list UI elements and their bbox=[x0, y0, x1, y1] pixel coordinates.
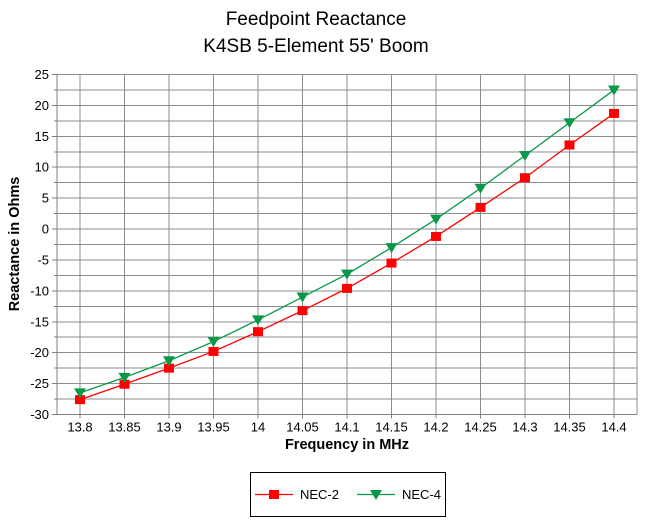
legend-triangle-down-marker-icon bbox=[357, 490, 395, 500]
marker-nec-2 bbox=[520, 173, 530, 183]
legend: NEC-2 NEC-4 bbox=[250, 472, 446, 517]
marker-nec-4 bbox=[608, 85, 620, 96]
chart-title-block: Feedpoint Reactance K4SB 5-Element 55' B… bbox=[0, 6, 632, 60]
marker-nec-2 bbox=[75, 395, 85, 405]
marker-nec-4 bbox=[385, 243, 398, 254]
x-tick-label: 14.1 bbox=[334, 420, 359, 435]
y-tick-label: 0 bbox=[42, 222, 49, 237]
y-tick-label: 20 bbox=[35, 98, 49, 113]
chart-subtitle: K4SB 5-Element 55' Boom bbox=[203, 36, 429, 57]
x-axis-title: Frequency in MHz bbox=[284, 437, 410, 453]
y-tick-label: 5 bbox=[42, 191, 49, 206]
x-tick-label: 14 bbox=[251, 420, 265, 435]
marker-nec-4 bbox=[430, 214, 442, 225]
y-tick-label: -5 bbox=[37, 252, 49, 267]
legend-square-marker-icon bbox=[254, 490, 293, 499]
y-tick-label: -15 bbox=[30, 314, 49, 329]
marker-nec-4 bbox=[341, 269, 353, 280]
marker-nec-4 bbox=[519, 150, 531, 161]
marker-nec-2 bbox=[119, 379, 130, 389]
marker-nec-2 bbox=[253, 327, 263, 337]
x-tick-label: 14.4 bbox=[601, 420, 626, 435]
x-tick-label: 14.15 bbox=[375, 420, 408, 435]
marker-nec-2 bbox=[386, 258, 397, 268]
x-tick-label: 14.2 bbox=[423, 420, 448, 435]
y-tick-label: -30 bbox=[30, 407, 49, 422]
marker-nec-4 bbox=[563, 118, 576, 129]
x-tick-label: 13.8 bbox=[67, 420, 92, 435]
marker-nec-4 bbox=[296, 292, 309, 303]
marker-nec-2 bbox=[164, 363, 174, 373]
x-tick-label: 14.25 bbox=[464, 420, 497, 435]
x-tick-label: 13.9 bbox=[156, 420, 181, 435]
x-tick-label: 14.05 bbox=[286, 420, 319, 435]
marker-nec-4 bbox=[118, 372, 131, 383]
marker-nec-2 bbox=[564, 140, 575, 150]
marker-nec-4 bbox=[74, 388, 86, 399]
marker-nec-4 bbox=[474, 183, 487, 194]
marker-nec-4 bbox=[252, 315, 264, 326]
y-tick-label: 15 bbox=[35, 129, 49, 144]
x-tick-label: 14.3 bbox=[512, 420, 537, 435]
marker-nec-2 bbox=[609, 108, 619, 118]
y-tick-label: -10 bbox=[30, 283, 49, 298]
marker-nec-2 bbox=[342, 283, 352, 293]
y-tick-label: 25 bbox=[35, 67, 49, 82]
y-axis-title: Reactance in Ohms bbox=[7, 176, 23, 312]
x-tick-label: 13.95 bbox=[197, 420, 230, 435]
y-tick-label: -20 bbox=[30, 345, 49, 360]
legend-item-nec-2: NEC-2 bbox=[254, 487, 339, 502]
marker-nec-2 bbox=[431, 231, 441, 241]
chart-title: Feedpoint Reactance bbox=[225, 9, 407, 30]
legend-sample-marker-nec-4 bbox=[370, 490, 382, 500]
marker-nec-4 bbox=[163, 356, 175, 367]
legend-item-nec-4: NEC-4 bbox=[357, 487, 441, 502]
x-tick-label: 13.85 bbox=[108, 420, 141, 435]
y-tick-label: -25 bbox=[30, 376, 49, 391]
legend-label-nec-2: NEC-2 bbox=[299, 487, 339, 502]
marker-nec-4 bbox=[207, 337, 220, 348]
marker-nec-2 bbox=[297, 306, 308, 316]
marker-nec-2 bbox=[475, 202, 486, 212]
legend-label-nec-4: NEC-4 bbox=[402, 487, 442, 502]
marker-nec-2 bbox=[208, 346, 219, 356]
y-tick-label: 10 bbox=[35, 160, 49, 175]
legend-sample-marker-nec-2 bbox=[268, 490, 279, 499]
x-tick-label: 14.35 bbox=[553, 420, 586, 435]
